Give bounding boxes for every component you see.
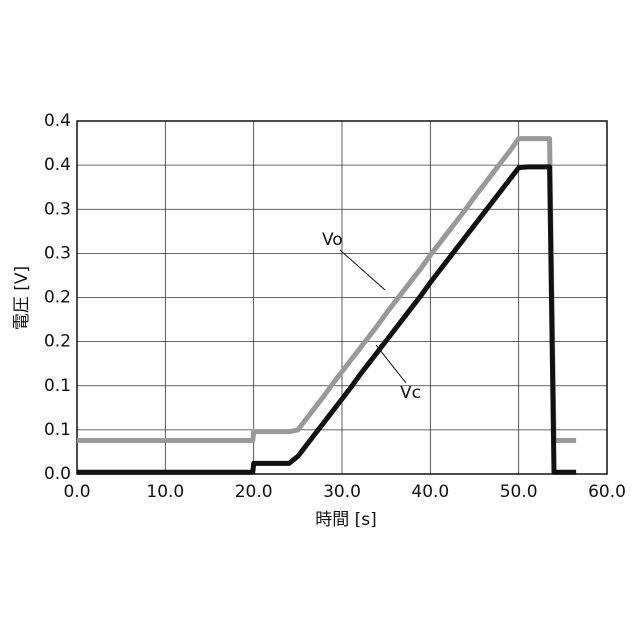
- series-annotation: Vo: [322, 230, 343, 250]
- series-line: [77, 167, 576, 472]
- x-axis-label: 時間 [s]: [315, 510, 377, 530]
- y-tick-label: 0.4: [44, 155, 71, 175]
- series-line: [77, 139, 576, 441]
- chart: 時間 [s] 電圧 [V] Vo Vc 0.00.10.10.20.20.30.…: [0, 0, 640, 640]
- x-tick-label: 50.0: [500, 482, 538, 502]
- y-tick-label: 0.3: [44, 199, 71, 219]
- y-tick-label: 0.2: [44, 332, 71, 352]
- x-tick-label: 30.0: [323, 482, 361, 502]
- x-tick-label: 10.0: [146, 482, 184, 502]
- y-tick-label: 0.1: [44, 420, 71, 440]
- y-axis-label: 電圧 [V]: [12, 266, 32, 330]
- x-tick-label: 0.0: [63, 482, 90, 502]
- y-tick-label: 0.3: [44, 243, 71, 263]
- y-tick-label: 0.4: [44, 111, 71, 131]
- x-tick-label: 60.0: [588, 482, 626, 502]
- y-tick-label: 0.0: [44, 464, 71, 484]
- page: {"chart_data": {"type": "line", "xlabel"…: [0, 0, 640, 644]
- x-tick-label: 20.0: [235, 482, 273, 502]
- annotation-leader: [340, 250, 385, 290]
- y-tick-label: 0.2: [44, 288, 71, 308]
- y-tick-label: 0.1: [44, 376, 71, 396]
- x-tick-label: 40.0: [411, 482, 449, 502]
